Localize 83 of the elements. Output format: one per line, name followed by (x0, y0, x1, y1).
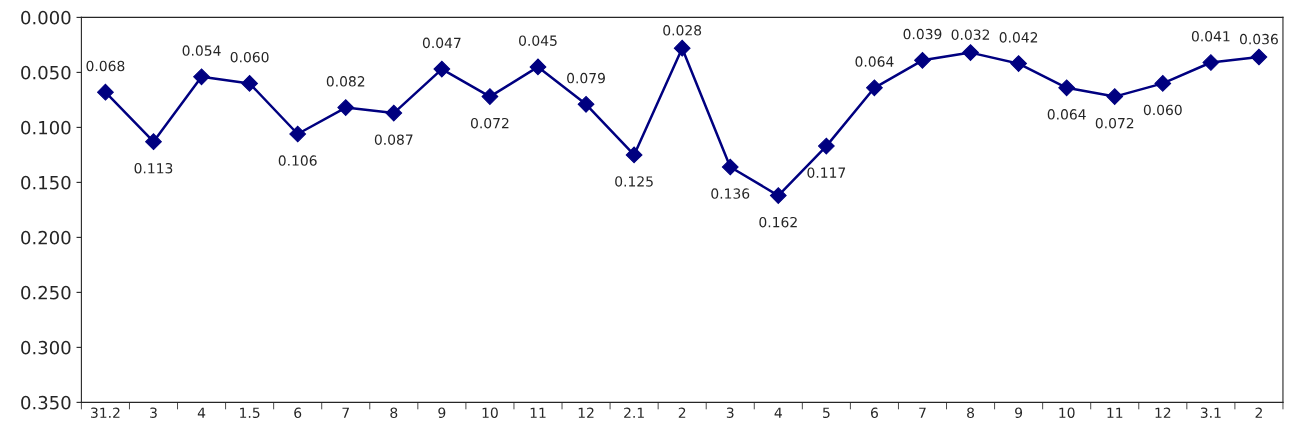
data-label: 0.032 (951, 29, 990, 40)
point (1154, 75, 1172, 92)
point (289, 125, 307, 143)
x-tick-label: 9 (438, 407, 446, 418)
data-label: 0.039 (903, 28, 942, 40)
x-tick-label: 9 (1015, 407, 1023, 418)
x-tick-label: 11 (530, 407, 546, 418)
point (625, 146, 643, 164)
data-label: 0.117 (807, 167, 846, 178)
data-label: 0.054 (182, 45, 221, 56)
y-tick-label: 0.200 (21, 230, 71, 245)
point (337, 99, 355, 116)
data-label: 0.045 (519, 35, 557, 46)
x-tick-label: 12 (578, 407, 594, 418)
x-tick-label: 31.2 (91, 407, 120, 418)
y-tick-label: 0.250 (21, 285, 71, 300)
data-label: 0.082 (326, 76, 365, 87)
data-label: 0.136 (711, 188, 750, 199)
y-tick-label: 0.000 (21, 10, 71, 25)
point (97, 83, 114, 101)
x-tick-label: 7 (919, 407, 926, 418)
point (817, 137, 835, 155)
data-label: 0.162 (759, 216, 797, 228)
x-tick-label: 6 (870, 407, 878, 418)
y-tick-label: 0.050 (21, 65, 71, 80)
data-label: 0.068 (86, 60, 125, 72)
x-tick-label: 5 (823, 407, 830, 418)
y-tick-label: 0.350 (21, 395, 71, 410)
x-tick-label: 11 (1107, 407, 1123, 418)
x-tick-label: 2 (678, 407, 686, 418)
data-label: 0.036 (1239, 33, 1278, 45)
x-tick-label: 3 (150, 407, 157, 418)
y-tick-label: 0.100 (21, 120, 71, 135)
data-label: 0.072 (1095, 117, 1134, 129)
point (433, 60, 451, 78)
x-tick-label: 6 (294, 407, 302, 418)
y-tick-label: 0.150 (21, 175, 71, 190)
data-label: 0.087 (374, 134, 413, 145)
data-label: 0.060 (230, 51, 269, 63)
data-label: 0.064 (855, 56, 894, 67)
data-label: 0.106 (278, 155, 317, 166)
point (529, 58, 547, 76)
point (866, 79, 883, 97)
point (1058, 79, 1076, 97)
point (193, 68, 210, 86)
x-tick-label: 8 (967, 407, 975, 418)
point (962, 44, 979, 61)
point (1010, 55, 1027, 72)
data-label: 0.060 (1143, 104, 1182, 116)
x-tick-label: 10 (1059, 407, 1075, 418)
x-tick-label: 3.1 (1200, 407, 1221, 418)
point (673, 39, 691, 57)
x-tick-label: 2 (1255, 407, 1262, 418)
point (145, 133, 162, 151)
data-label: 0.125 (615, 176, 653, 187)
data-label: 0.072 (470, 117, 509, 129)
point (385, 104, 403, 122)
data-label: 0.113 (134, 162, 173, 174)
y-tick-label: 0.300 (21, 340, 71, 355)
point (1250, 48, 1268, 66)
x-tick-label: 8 (390, 407, 398, 418)
point (914, 51, 931, 69)
point (1202, 54, 1220, 71)
point (721, 158, 739, 176)
data-label: 0.079 (567, 72, 605, 84)
x-tick-label: 7 (342, 407, 349, 418)
x-tick-label: 4 (197, 407, 206, 418)
point (241, 75, 258, 92)
x-tick-label: 1.5 (240, 407, 260, 418)
data-label: 0.064 (1047, 109, 1086, 120)
point (1106, 88, 1124, 105)
x-tick-label: 10 (482, 407, 498, 418)
x-tick-label: 2.1 (624, 407, 644, 418)
point (577, 95, 595, 113)
point (481, 88, 499, 105)
data-label: 0.042 (999, 32, 1038, 43)
x-tick-label: 3 (726, 407, 734, 418)
data-label: 0.047 (422, 37, 461, 49)
point (769, 187, 787, 204)
data-label: 0.028 (663, 25, 702, 36)
data-label: 0.041 (1191, 31, 1230, 42)
x-tick-label: 4 (774, 407, 782, 418)
x-tick-label: 12 (1155, 407, 1171, 418)
